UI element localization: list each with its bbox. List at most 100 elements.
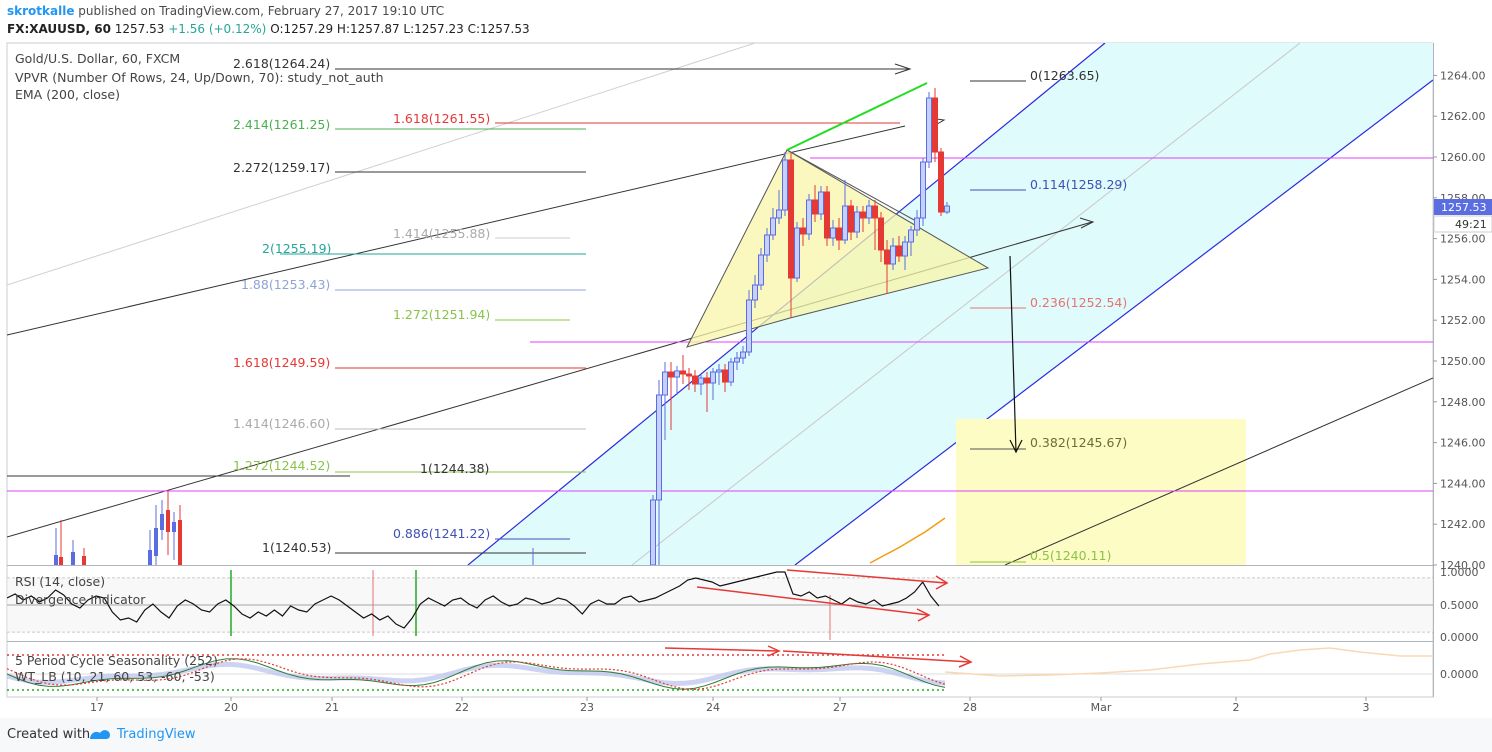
candle-body [764, 234, 770, 256]
price-tick-label: 1260.00 [1440, 151, 1486, 164]
fib-label: 1(1244.38) [420, 461, 489, 476]
rsi-label[interactable]: RSI (14, close) [15, 574, 105, 589]
created-with-text: Created with [7, 727, 91, 742]
fib-label: 1.618(1249.59) [233, 355, 330, 370]
ema-line [869, 517, 946, 564]
price-tick-label: 1240.00 [1440, 559, 1486, 572]
candle-body [758, 254, 764, 286]
candle-body [854, 211, 860, 233]
fib-label: 0(1263.65) [1030, 68, 1099, 83]
time-axis[interactable]: 17 20 21 22 23 24 27 28 Mar 2 3 [90, 697, 1370, 714]
wt-line-2 [7, 658, 946, 691]
time-tick-label: Mar [1091, 701, 1112, 714]
price-tick-label: 1248.00 [1440, 396, 1486, 409]
candle-body [872, 205, 878, 219]
wt-line-1 [7, 658, 946, 690]
channel-mid-line [631, 43, 1301, 565]
candle-body [800, 227, 806, 235]
fib-label: 0.382(1245.67) [1030, 435, 1127, 450]
arrowhead [916, 608, 931, 622]
candle-body [680, 370, 686, 375]
time-tick-label: 20 [224, 701, 238, 714]
candle-body [896, 245, 902, 257]
wt-divergence-line [664, 647, 779, 652]
candle-body [866, 205, 872, 219]
candle-body [902, 241, 908, 257]
triangle-pattern[interactable] [686, 149, 990, 348]
price-change: +1.56 (+0.12%) [168, 22, 267, 36]
time-tick-label: 3 [1363, 701, 1370, 714]
fib-label: 0.5(1240.11) [1030, 548, 1111, 563]
candle-body [716, 369, 722, 373]
price-tick-label: 1262.00 [1440, 110, 1486, 123]
fib-label: 0.236(1252.54) [1030, 295, 1127, 310]
time-tick-label: 22 [455, 701, 469, 714]
candle-body [782, 159, 788, 211]
indicator-vpvr[interactable]: VPVR (Number Of Rows, 24, Up/Down, 70): … [15, 70, 384, 85]
arrowhead [935, 575, 949, 590]
trendline[interactable] [7, 125, 906, 336]
tradingview-link[interactable]: TradingView [117, 727, 196, 742]
candle-body [836, 227, 842, 241]
candle-body [932, 97, 938, 153]
arrowhead [958, 655, 973, 668]
chart-header: skrotkalle published on TradingView.com,… [0, 0, 1492, 40]
candle-body [776, 209, 782, 219]
candle-body [806, 199, 812, 235]
candle-body [842, 205, 848, 241]
candle-body [848, 205, 854, 233]
candle-body [824, 191, 830, 239]
author-link[interactable]: skrotkalle [7, 4, 75, 18]
seasonality-label[interactable]: 5 Period Cycle Seasonality (252) [15, 653, 218, 668]
fib-label: 1.88(1253.43) [241, 277, 330, 292]
sea-axis-label: 0.0000 [1440, 668, 1479, 681]
candle-body [920, 161, 926, 219]
candle-body [686, 373, 692, 377]
candles-left [54, 490, 534, 565]
current-price-value: 1257.53 [1441, 201, 1487, 214]
candle-body [794, 227, 800, 279]
fib-left-lines [280, 68, 910, 554]
divergence-line[interactable] [786, 82, 928, 151]
fib-label: 2.272(1259.17) [233, 160, 330, 175]
last-price: 1257.53 [114, 22, 165, 36]
candle-body [674, 370, 680, 378]
published-text: published on TradingView.com, February 2… [78, 4, 445, 18]
candle-body [788, 159, 794, 279]
publish-line: skrotkalle published on TradingView.com,… [7, 4, 444, 18]
divergence-label[interactable]: Divergence Indicator [15, 592, 146, 607]
chart-title[interactable]: Gold/U.S. Dollar, 60, FXCM [15, 51, 180, 66]
ohlc-values: O:1257.29 H:1257.87 L:1257.23 C:1257.53 [270, 22, 530, 36]
arrowhead [767, 645, 781, 657]
candle-body [812, 199, 818, 215]
fib-label: 1.272(1244.52) [233, 458, 330, 473]
bar-countdown: 49:21 [1455, 218, 1487, 231]
candle-body [746, 299, 752, 353]
fib-label: 1.414(1246.60) [233, 416, 330, 431]
rsi-divergence-line [786, 569, 947, 584]
wt-label[interactable]: WT_LB (10, 21, 60, 53, -60, -53) [15, 669, 215, 684]
price-tick-label: 1264.00 [1440, 69, 1486, 82]
arrowhead [894, 63, 912, 75]
candle-body [668, 371, 674, 378]
fib-label: 2.414(1261.25) [233, 117, 330, 132]
time-tick-label: 21 [325, 701, 339, 714]
price-tick-label: 1246.00 [1440, 437, 1486, 450]
seasonality-projection [944, 647, 1433, 677]
symbol-name[interactable]: FX:XAUUSD, 60 [7, 22, 111, 36]
price-tick-label: 1252.00 [1440, 314, 1486, 327]
candle-body [698, 377, 704, 385]
fib-label: 0.114(1258.29) [1030, 177, 1127, 192]
candle-body [692, 375, 698, 385]
time-tick-label: 23 [580, 701, 594, 714]
arrowhead [1079, 217, 1095, 229]
candle-body [926, 97, 932, 163]
channel-lower-line[interactable] [794, 79, 1433, 565]
price-chart[interactable]: 2.618(1264.24) 2.414(1261.25) 1.618(1261… [0, 0, 1492, 718]
price-axis[interactable]: 1264.001262.001260.001258.001256.001254.… [1433, 69, 1486, 572]
indicator-ema[interactable]: EMA (200, close) [15, 87, 120, 102]
time-tick-label: 24 [706, 701, 720, 714]
price-tick-label: 1244.00 [1440, 477, 1486, 490]
candle-body [740, 351, 746, 359]
trendline[interactable] [1004, 377, 1433, 565]
